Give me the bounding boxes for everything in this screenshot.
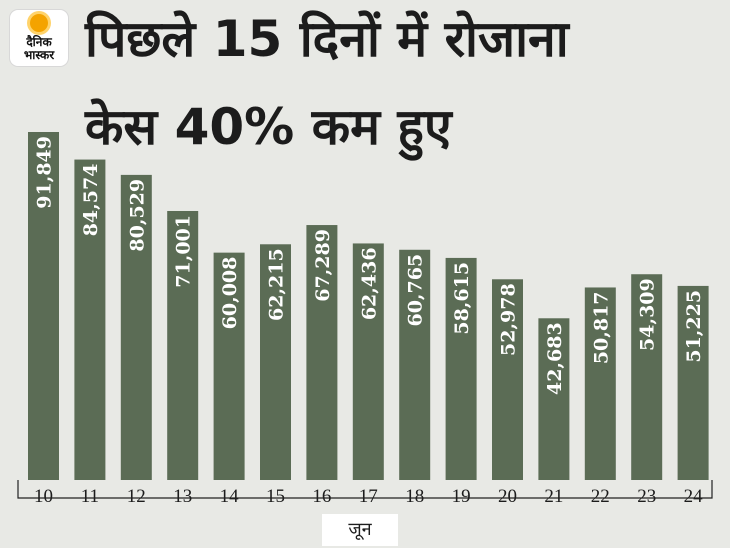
bar-22	[584, 287, 616, 480]
bar-value-label: 84,574	[80, 164, 102, 237]
x-tick-label: 10	[34, 486, 53, 507]
bar-10	[28, 132, 59, 480]
bar-18	[399, 249, 431, 480]
bar-14	[213, 252, 245, 480]
bar-value-label: 52,978	[498, 283, 520, 356]
bar-value-label: 71,001	[173, 215, 195, 288]
bar-value-label: 54,309	[637, 278, 659, 351]
x-tick-label: 12	[127, 486, 146, 507]
bar-value-label: 60,765	[405, 254, 427, 327]
bar-11	[74, 159, 106, 480]
logo-text-line1: दैनिक	[26, 35, 52, 49]
logo-text-line2: भास्कर	[23, 48, 55, 62]
bar-24	[677, 285, 709, 480]
bar-20	[492, 279, 523, 480]
bar-17	[352, 243, 384, 480]
bar-13	[167, 210, 199, 480]
bar-23	[631, 274, 663, 480]
dainik-bhaskar-logo: दैनिक भास्कर	[10, 10, 68, 66]
bar-19	[445, 257, 477, 480]
x-axis-bracket	[17, 480, 713, 499]
chart-title-line2: केस 40% कम हुए	[85, 98, 452, 156]
x-tick-label: 23	[637, 486, 656, 507]
x-tick-label: 14	[220, 486, 240, 507]
bar-value-label: 58,615	[451, 262, 473, 335]
bar-value-label: 80,529	[126, 179, 148, 252]
x-axis-label: जून	[322, 514, 398, 546]
bar-15	[260, 244, 291, 480]
bar-value-label: 50,817	[590, 291, 612, 364]
x-tick-label: 11	[81, 486, 99, 507]
bar-value-label: 51,225	[683, 290, 705, 363]
bar-21	[538, 318, 570, 480]
x-tick-label: 15	[266, 486, 285, 507]
bar-value-label: 62,215	[266, 248, 288, 321]
bar-value-label: 42,683	[544, 322, 566, 395]
bar-16	[306, 225, 338, 480]
x-tick-label: 22	[591, 486, 610, 507]
x-tick-label: 19	[452, 486, 471, 507]
x-tick-label: 17	[359, 486, 378, 507]
bar-value-label: 67,289	[312, 229, 334, 302]
bar-12	[120, 174, 152, 480]
x-tick-label: 20	[498, 486, 517, 507]
bar-value-label: 60,008	[219, 257, 241, 330]
sun-icon	[30, 14, 48, 32]
x-tick-label: 18	[405, 486, 424, 507]
chart-title-line1: पिछले 15 दिनों में रोजाना	[85, 10, 569, 68]
x-tick-label: 16	[312, 486, 331, 507]
x-tick-label: 24	[684, 486, 704, 507]
bar-value-label: 62,436	[358, 247, 380, 320]
x-tick-label: 21	[544, 486, 563, 507]
bar-value-label: 91,849	[34, 136, 56, 209]
x-tick-label: 13	[173, 486, 192, 507]
